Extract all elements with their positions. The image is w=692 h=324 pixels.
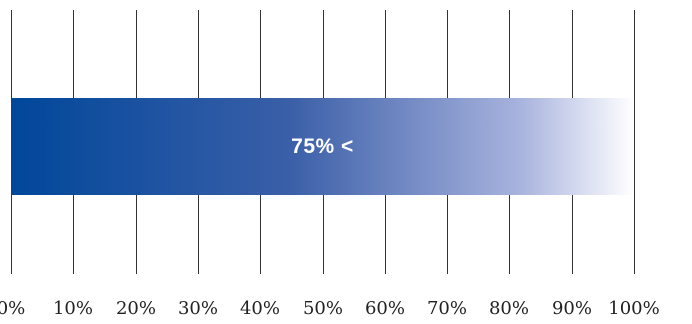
grid-line: [634, 10, 635, 274]
bar-value-label: 75% <: [291, 134, 354, 158]
x-tick-label: 50%: [302, 298, 343, 319]
x-tick-label: 70%: [426, 298, 467, 319]
x-tick-label: 20%: [115, 298, 156, 319]
x-tick-label: 10%: [52, 298, 93, 319]
value-bar: 75% <: [11, 98, 634, 195]
x-tick-label: 60%: [364, 298, 405, 319]
x-tick-label: 40%: [239, 298, 280, 319]
x-tick-label: 0%: [0, 298, 26, 319]
x-tick-label: 30%: [177, 298, 218, 319]
x-tick-label: 100%: [608, 298, 660, 319]
x-tick-label: 90%: [551, 298, 592, 319]
x-tick-label: 80%: [488, 298, 529, 319]
